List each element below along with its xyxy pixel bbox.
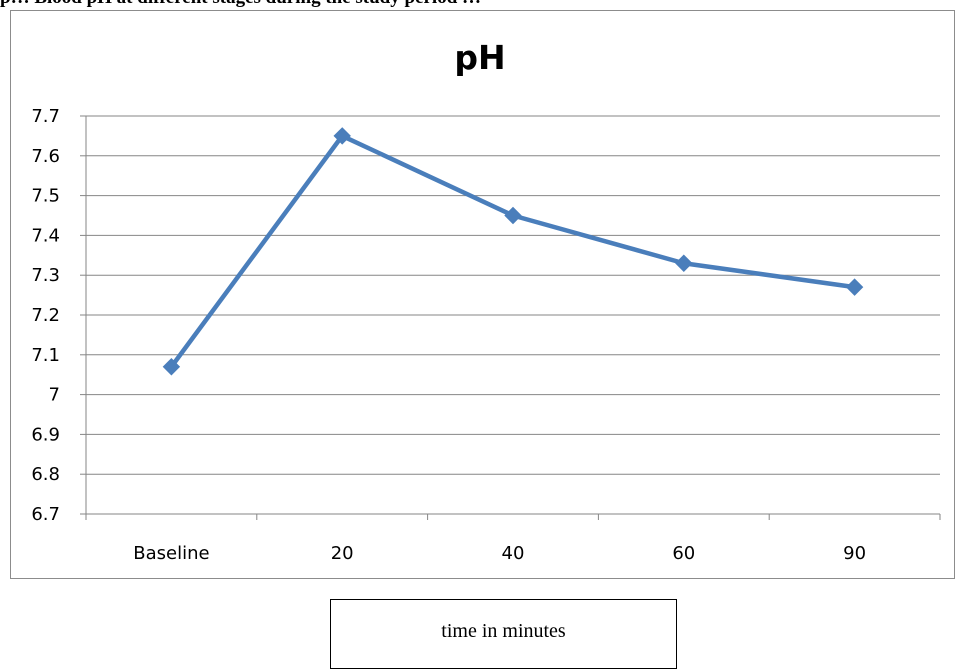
y-tick-label: 7 <box>49 385 60 406</box>
x-axis-label-box: time in minutes <box>330 599 677 669</box>
y-tick-label: 6.8 <box>31 464 60 485</box>
data-point-marker <box>333 127 351 145</box>
y-tick-labels: 6.7 6.8 6.9 7 7.1 7.2 7.3 7.4 7.5 7.6 7.7 <box>31 106 60 525</box>
x-tick-label: 40 <box>502 543 525 564</box>
y-tick-label: 7.7 <box>31 106 60 127</box>
series-layer <box>162 127 864 376</box>
data-point-marker <box>845 278 864 296</box>
y-tick-label: 7.3 <box>31 265 60 286</box>
series-line <box>169 133 857 369</box>
y-tick-label: 6.7 <box>31 504 60 525</box>
chart-title: pH <box>454 38 506 77</box>
y-tick-label: 7.4 <box>31 225 60 246</box>
x-tick-label: 20 <box>331 543 354 564</box>
data-point-marker <box>162 358 181 376</box>
chart-frame <box>10 10 955 579</box>
data-point-marker <box>675 254 693 272</box>
data-point-marker <box>504 206 522 225</box>
y-tick-label: 7.2 <box>31 305 60 326</box>
x-axis-label: time in minutes <box>441 620 566 642</box>
x-tick-label: 90 <box>843 543 866 564</box>
axes <box>80 115 941 520</box>
x-tick-label: Baseline <box>133 543 209 564</box>
gridlines <box>86 115 940 475</box>
y-tick-label: 7.1 <box>31 345 60 366</box>
y-tick-label: 7.5 <box>31 186 60 207</box>
y-tick-label: 6.9 <box>31 424 60 445</box>
x-tick-label: 60 <box>672 543 695 564</box>
y-tick-label: 7.6 <box>31 146 60 167</box>
document-heading: p… Blood pH at different stages during t… <box>0 0 961 9</box>
x-tick-labels: Baseline 20 40 60 90 <box>133 543 866 564</box>
